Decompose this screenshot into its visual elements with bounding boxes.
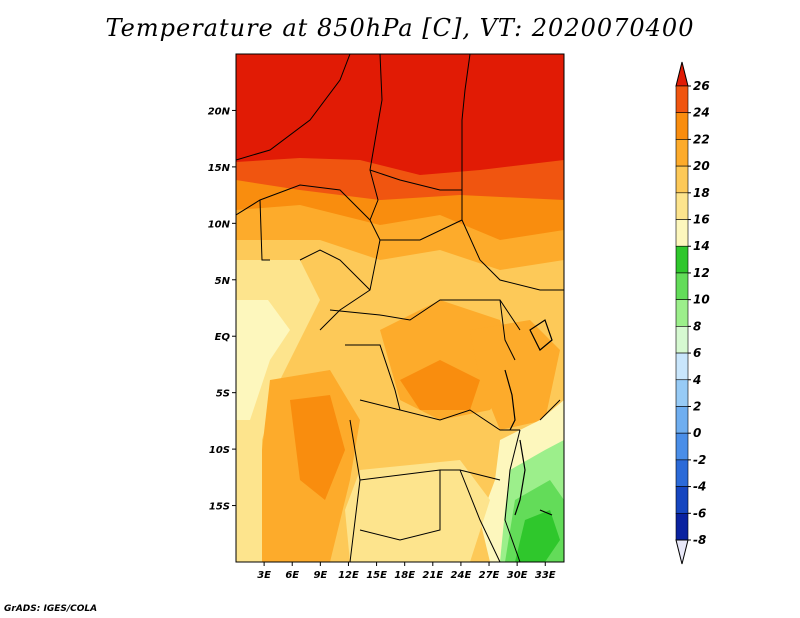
credit-label: GrADS: IGES/COLA bbox=[4, 604, 98, 614]
colorbar-box bbox=[675, 326, 689, 354]
x-tick-label: 33E bbox=[535, 570, 556, 581]
colorbar-box bbox=[675, 139, 689, 167]
colorbar-label: 22 bbox=[693, 132, 710, 146]
colorbar-label: 16 bbox=[693, 213, 710, 227]
colorbar-box bbox=[675, 512, 689, 541]
colorbar-box bbox=[675, 165, 689, 194]
y-tick-label: 5N bbox=[215, 276, 231, 287]
y-tick-label: 5S bbox=[216, 389, 230, 400]
colorbar-top-arrow bbox=[675, 61, 689, 87]
colorbar-label: -4 bbox=[693, 480, 706, 494]
colorbar-label: -8 bbox=[693, 533, 706, 547]
x-tick-label: 12E bbox=[338, 570, 359, 581]
x-tick-label: 21E bbox=[422, 570, 443, 581]
colorbar-box bbox=[675, 85, 689, 114]
colorbar-box bbox=[675, 352, 689, 381]
colorbar-label: 14 bbox=[693, 239, 710, 253]
colorbar-box bbox=[675, 486, 689, 514]
colorbar-label: 24 bbox=[693, 106, 710, 120]
colorbar-label: 2 bbox=[693, 399, 701, 413]
x-tick-label: 27E bbox=[479, 570, 500, 581]
colorbar-box bbox=[675, 192, 689, 220]
x-tick-label: 9E bbox=[313, 570, 327, 581]
x-tick-label: 3E bbox=[257, 570, 271, 581]
x-tick-label: 24E bbox=[451, 570, 472, 581]
colorbar-label: -6 bbox=[693, 506, 706, 520]
colorbar-box bbox=[675, 112, 689, 140]
colorbar-label: 4 bbox=[692, 373, 701, 387]
country-borders bbox=[236, 54, 564, 562]
colorbar-label: -2 bbox=[693, 453, 706, 467]
chart-title: Temperature at 850hPa [C], VT: 202007040… bbox=[105, 14, 695, 42]
colorbar-label: 6 bbox=[693, 346, 701, 360]
colorbar-label: 10 bbox=[693, 293, 710, 307]
temperature-field bbox=[236, 54, 564, 562]
colorbar-box bbox=[675, 219, 689, 247]
x-tick-label: 18E bbox=[394, 570, 415, 581]
colorbar-label: 0 bbox=[693, 426, 701, 440]
colorbar-box bbox=[675, 379, 689, 407]
colorbar-label: 26 bbox=[693, 79, 710, 93]
colorbar-label: 18 bbox=[693, 186, 710, 200]
colorbar-box bbox=[675, 406, 689, 434]
colorbar-label: 8 bbox=[693, 319, 701, 333]
x-tick-label: 30E bbox=[507, 570, 528, 581]
x-axis-ticks: 3E 6E 9E 12E 15E 18E 21E 24E 27E 30E 33E bbox=[257, 562, 556, 581]
colorbar-box bbox=[675, 245, 689, 274]
lakes bbox=[504, 319, 553, 516]
colorbar-label: 20 bbox=[693, 159, 710, 173]
y-tick-label: 15N bbox=[208, 163, 231, 174]
colorbar-bottom-arrow bbox=[675, 539, 689, 565]
y-tick-label: 10N bbox=[208, 219, 231, 230]
colorbar-box bbox=[675, 272, 689, 300]
x-tick-label: 6E bbox=[285, 570, 299, 581]
y-axis-ticks: 20N 15N 10N 5N EQ 5S 10S 15S bbox=[208, 106, 236, 513]
y-tick-label: 10S bbox=[209, 445, 230, 456]
y-tick-label: 15S bbox=[209, 502, 230, 513]
map-frame bbox=[235, 53, 565, 563]
x-tick-label: 15E bbox=[366, 570, 387, 581]
colorbar-box bbox=[675, 299, 689, 327]
colorbar-label: 12 bbox=[693, 266, 710, 280]
colorbar-box bbox=[675, 459, 689, 487]
colorbar-box bbox=[675, 432, 689, 461]
y-tick-label: EQ bbox=[215, 332, 231, 343]
y-tick-label: 20N bbox=[208, 106, 231, 117]
